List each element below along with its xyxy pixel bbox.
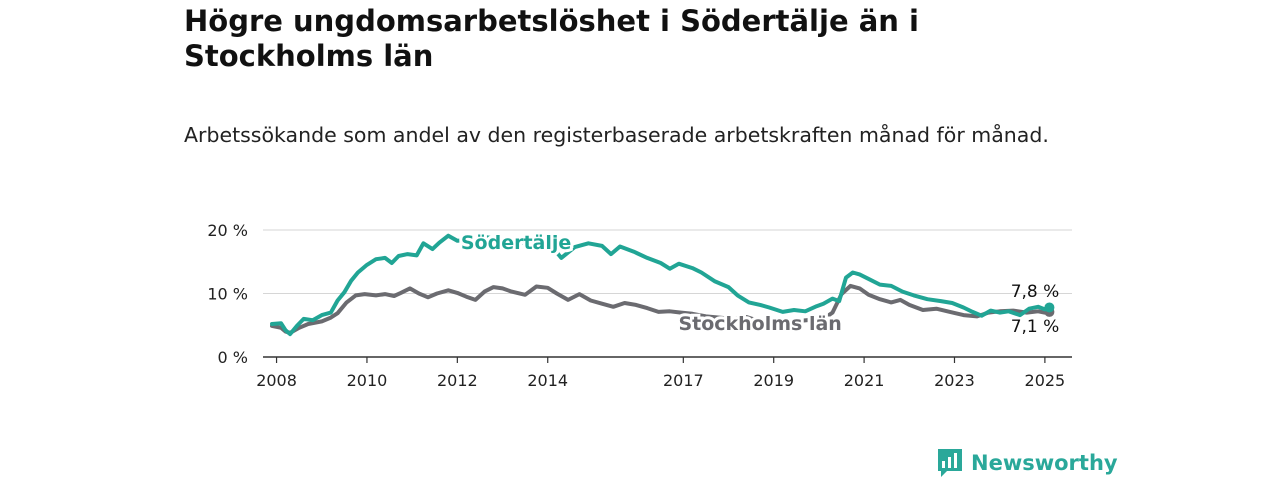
y-tick-label: 0 % [218,348,248,367]
y-tick-label: 10 % [207,285,248,304]
x-tick-label: 2023 [934,371,975,390]
x-tick-label: 2012 [437,371,478,390]
end-value-label-sodertalje: 7,8 % [1011,282,1060,302]
y-tick-label: 20 % [207,221,248,240]
series-label-stockholms-lan: Stockholms län [678,313,841,335]
x-tick-label: 2014 [527,371,568,390]
x-tick-label: 2019 [753,371,794,390]
chart-subtitle: Arbetssökande som andel av den registerb… [184,123,1049,147]
series-labels: Södertälje Stockholms län 7,8 % 7,1 % [458,229,1060,338]
series-line-sodertalje [270,233,1052,337]
series-end-point [1044,302,1055,313]
x-tick-label: 2008 [256,371,297,390]
x-tick-label: 2017 [663,371,704,390]
y-axis: 0 % 10 % 20 % [207,221,248,367]
chart-title: Högre ungdomsarbetslöshet i Södertälje ä… [184,4,919,73]
grid-lines [263,229,1072,294]
x-axis: 2008 2010 2012 2014 2017 2019 2021 2023 2025 [256,356,1072,390]
series-lines [270,233,1055,337]
series-line-stockholms-lan [270,283,1052,335]
brand-logo: Newsworthy [937,448,1118,478]
x-tick-label: 2021 [844,371,885,390]
brand-name: Newsworthy [971,451,1118,475]
end-value-label-stockholms-lan: 7,1 % [1011,317,1060,337]
bar-chart-speech-icon [938,449,962,477]
x-tick-label: 2010 [347,371,388,390]
x-tick-label: 2025 [1025,371,1066,390]
series-label-sodertalje: Södertälje [461,232,571,254]
